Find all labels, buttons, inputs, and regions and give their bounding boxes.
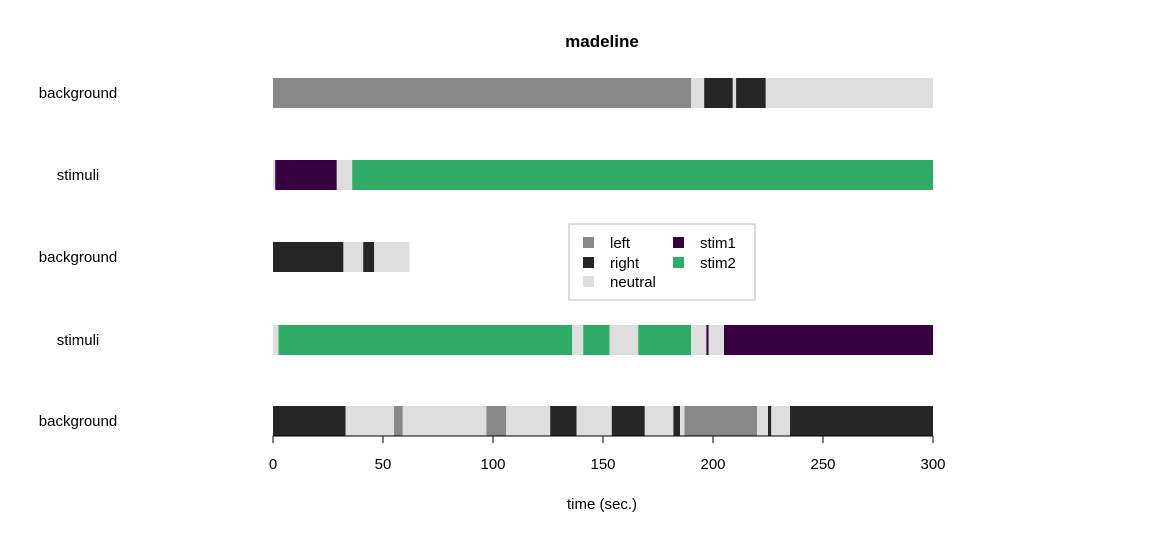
segment-left <box>273 78 691 108</box>
segment-right <box>768 406 772 436</box>
segment-neutral <box>609 325 639 355</box>
segment-neutral <box>273 325 279 355</box>
segment-neutral <box>691 78 705 108</box>
legend-swatch <box>583 257 594 268</box>
segment-neutral <box>765 78 933 108</box>
row-label: background <box>39 249 117 266</box>
segment-left <box>684 406 735 436</box>
legend-item-stim2: stim2 <box>673 255 736 272</box>
segment-neutral <box>757 406 768 436</box>
legend-swatch <box>673 237 684 248</box>
x-tick-label: 100 <box>480 456 505 473</box>
segment-stim2 <box>638 325 691 355</box>
segment-right <box>273 242 344 272</box>
segment-neutral <box>680 406 685 436</box>
legend-label: neutral <box>610 274 656 291</box>
x-axis-label: time (sec.) <box>567 496 637 513</box>
segment-right <box>550 406 577 436</box>
segment-right <box>273 406 346 436</box>
segment-neutral <box>343 242 364 272</box>
legend-swatch <box>583 237 594 248</box>
segment-stim1 <box>275 160 337 190</box>
legend: left right neutral stim1 stim2 <box>568 223 756 301</box>
timeline-row: background <box>39 78 933 108</box>
segment-neutral <box>644 406 674 436</box>
segment-neutral <box>345 406 394 436</box>
segment-neutral <box>771 406 790 436</box>
segment-left <box>486 406 507 436</box>
legend-swatch <box>673 257 684 268</box>
segment-left <box>735 406 757 436</box>
x-tick-label: 200 <box>700 456 725 473</box>
segment-stim2 <box>352 160 933 190</box>
legend-item-stim1: stim1 <box>673 235 736 252</box>
segment-stim1 <box>706 325 709 355</box>
segment-right <box>790 406 933 436</box>
segment-stim2 <box>583 325 610 355</box>
segment-stim1 <box>724 325 933 355</box>
segment-neutral <box>732 78 737 108</box>
timeline-row: stimuli <box>57 325 933 355</box>
legend-label: stim1 <box>700 235 736 252</box>
segment-left <box>394 406 403 436</box>
row-label: stimuli <box>57 167 100 184</box>
segment-right <box>736 78 766 108</box>
segment-neutral <box>691 325 707 355</box>
timeline-rows: background stimuli background stimuli backgr… <box>39 78 933 436</box>
row-label: background <box>39 413 117 430</box>
segment-neutral <box>374 242 410 272</box>
x-tick-label: 0 <box>269 456 277 473</box>
segment-right <box>673 406 680 436</box>
legend-swatch <box>583 276 594 287</box>
x-tick-label: 50 <box>375 456 392 473</box>
segment-right <box>611 406 645 436</box>
legend-label: right <box>610 255 640 272</box>
segment-neutral <box>576 406 612 436</box>
segment-neutral <box>708 325 724 355</box>
legend-box <box>568 223 756 301</box>
timeline-row: stimuli <box>57 160 933 190</box>
legend-label: stim2 <box>700 255 736 272</box>
legend-item-right: right <box>583 255 640 272</box>
x-tick-label: 150 <box>590 456 615 473</box>
legend-item-neutral: neutral <box>583 274 656 291</box>
row-label: stimuli <box>57 332 100 349</box>
x-tick-label: 300 <box>920 456 945 473</box>
legend-label: left <box>610 235 631 252</box>
timeline-row: background <box>39 406 933 436</box>
segment-neutral <box>273 160 276 190</box>
segment-right <box>704 78 733 108</box>
chart-title: madeline <box>565 32 639 51</box>
segment-neutral <box>506 406 551 436</box>
segment-neutral <box>402 406 487 436</box>
timeline-row: background <box>39 242 410 272</box>
x-tick-label: 250 <box>810 456 835 473</box>
legend-item-left: left <box>583 235 631 252</box>
segment-right <box>363 242 375 272</box>
segment-neutral <box>336 160 353 190</box>
row-label: background <box>39 85 117 102</box>
segment-neutral <box>572 325 584 355</box>
x-axis: 0 50 100 150 200 250 300 <box>269 435 946 473</box>
segment-stim2 <box>278 325 573 355</box>
